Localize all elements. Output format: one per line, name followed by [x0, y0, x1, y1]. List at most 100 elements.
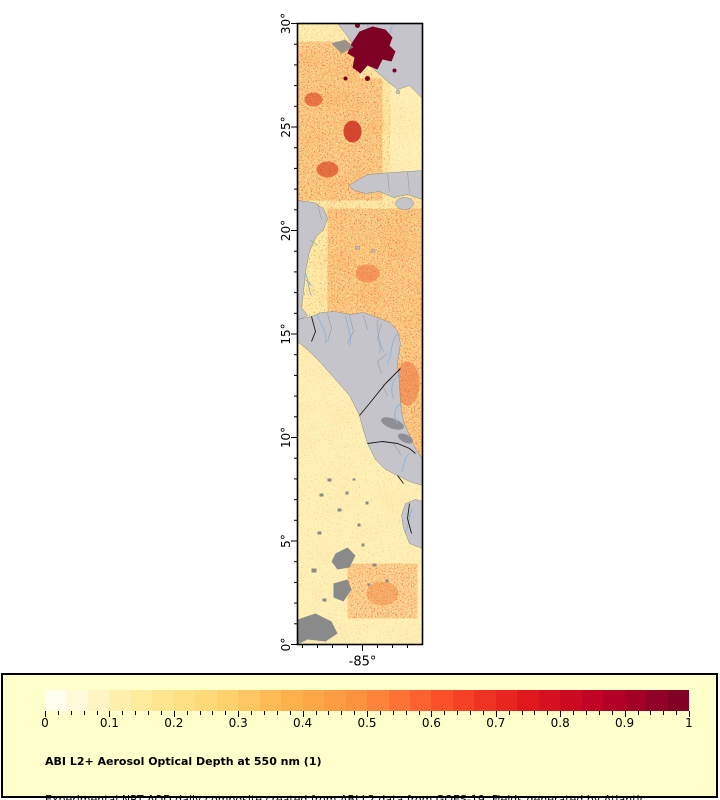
lat-tick-label: 15°	[279, 323, 293, 344]
colorbar-minor-tick	[328, 711, 330, 715]
colorbar-tick-label: 0.5	[357, 716, 377, 730]
colorbar-block	[109, 690, 131, 711]
colorbar-minor-tick	[354, 711, 356, 715]
panama-land	[401, 499, 423, 549]
colorbar-minor-tick	[148, 711, 149, 715]
colorbar-block	[388, 690, 410, 711]
colorbar-minor-tick	[418, 711, 420, 715]
lat-tick-label: 20°	[279, 220, 293, 241]
map-frame	[296, 22, 424, 646]
lat-tick-label: 10°	[279, 427, 293, 448]
colorbar-minor-tick	[470, 711, 471, 715]
colorbar-block	[452, 690, 475, 711]
colorbar-minor-tick	[650, 711, 652, 715]
colorbar-major-tick	[109, 711, 111, 717]
colorbar-minor-tick	[392, 711, 394, 715]
legend-panel: 0 0.1 0.2 0.3 0.4 0.5 0.6 0.7 0.8 0.9 1 ABI L2+ Ae…	[1, 673, 720, 800]
colorbar-minor-tick	[534, 711, 536, 715]
lat-tick-label: 5°	[279, 534, 293, 548]
cloud-mask-blobs	[297, 39, 389, 645]
colorbar-block	[195, 690, 217, 711]
longitude-axis	[302, 644, 408, 651]
longitude-tick-labels: -85°	[349, 655, 377, 670]
central-america-land	[297, 311, 423, 486]
lon-tick-label: -85°	[349, 655, 377, 670]
colorbar-minor-tick	[663, 711, 665, 715]
country-borders	[311, 316, 416, 534]
latitude-tick-labels: 30° 25° 20° 15° 10° 5° 0°	[279, 13, 293, 651]
colorbar-tick-label: 0	[41, 716, 49, 730]
colorbar-minor-tick	[341, 711, 343, 715]
colorbar-minor-tick	[315, 711, 317, 715]
colorbar-major-tick	[689, 711, 690, 717]
colorbar-major-tick	[431, 711, 433, 717]
high-aod-plume	[343, 23, 397, 81]
colorbar-minor-tick	[276, 711, 278, 715]
colorbar-tick-label: 0.2	[164, 716, 184, 730]
legend-text: ABI L2+ Aerosol Optical Depth at 550 nm …	[45, 731, 646, 800]
colorbar-major-tick	[560, 711, 562, 717]
colorbar-minor-tick	[135, 711, 137, 715]
colorbar-block	[431, 690, 453, 711]
colorbar	[45, 690, 690, 711]
colorbar-block	[45, 690, 67, 711]
lat-tick-label: 0°	[279, 638, 293, 652]
yucatan-land	[297, 200, 328, 320]
colorbar-minor-tick	[264, 711, 265, 715]
colorbar-block	[409, 690, 432, 711]
colorbar-block	[216, 690, 239, 711]
colorbar-minor-tick	[379, 711, 381, 715]
colorbar-block	[624, 690, 647, 711]
colorbar-tick-label: 0.3	[228, 716, 248, 730]
colorbar-tick-label: 0.7	[486, 716, 506, 730]
colorbar-minor-tick	[586, 711, 587, 715]
map-raster	[297, 23, 423, 645]
colorbar-block	[87, 690, 110, 711]
colorbar-minor-tick	[57, 711, 59, 715]
colorbar-minor-tick	[160, 711, 162, 715]
colorbar-minor-tick	[573, 711, 575, 715]
colorbar-minor-tick	[405, 711, 407, 715]
colorbar-block	[581, 690, 604, 711]
latitude-axis	[291, 23, 298, 645]
colorbar-block	[324, 690, 346, 711]
colorbar-minor-tick	[611, 711, 613, 715]
colorbar-block	[302, 690, 325, 711]
colorbar-tick-label: 0.9	[615, 716, 635, 730]
colorbar-block	[367, 690, 389, 711]
colorbar-major-tick	[495, 711, 497, 717]
colorbar-block	[130, 690, 153, 711]
colorbar-block	[538, 690, 561, 711]
colorbar-block	[474, 690, 496, 711]
colorbar-minor-tick	[122, 711, 124, 715]
aod-map: 30° 25° 20° 15° 10° 5° 0° -85°	[279, 13, 424, 670]
lat-tick-label: 30°	[279, 13, 293, 34]
admin-borders	[305, 171, 410, 456]
colorbar-minor-tick	[96, 711, 98, 715]
colorbar-minor-tick	[547, 711, 549, 715]
lat-tick-label: 25°	[279, 116, 293, 137]
colorbar-minor-tick	[83, 711, 85, 715]
colorbar-block	[517, 690, 539, 711]
rivers	[305, 23, 413, 532]
colorbar-tick-labels: 0 0.1 0.2 0.3 0.4 0.5 0.6 0.7 0.8 0.9 1	[3, 716, 720, 732]
colorbar-tick-label: 0.6	[421, 716, 441, 730]
colorbar-block	[173, 690, 196, 711]
colorbar-minor-tick	[598, 711, 600, 715]
colorbar-minor-tick	[225, 711, 227, 715]
legend-title: ABI L2+ Aerosol Optical Depth at 550 nm …	[45, 755, 322, 769]
cuba-land	[348, 170, 423, 200]
colorbar-minor-tick	[444, 711, 446, 715]
colorbar-tick-label: 1	[685, 716, 693, 730]
colorbar-block	[238, 690, 260, 711]
colorbar-block	[560, 690, 582, 711]
colorbar-major-tick	[238, 711, 240, 717]
lakes	[381, 417, 413, 444]
isla-juventud	[395, 197, 414, 210]
colorbar-minor-tick	[637, 711, 639, 715]
colorbar-block	[345, 690, 368, 711]
colorbar-minor-tick	[251, 711, 253, 715]
colorbar-minor-tick	[457, 711, 459, 715]
colorbar-block	[66, 690, 88, 711]
colorbar-minor-tick	[289, 711, 291, 715]
